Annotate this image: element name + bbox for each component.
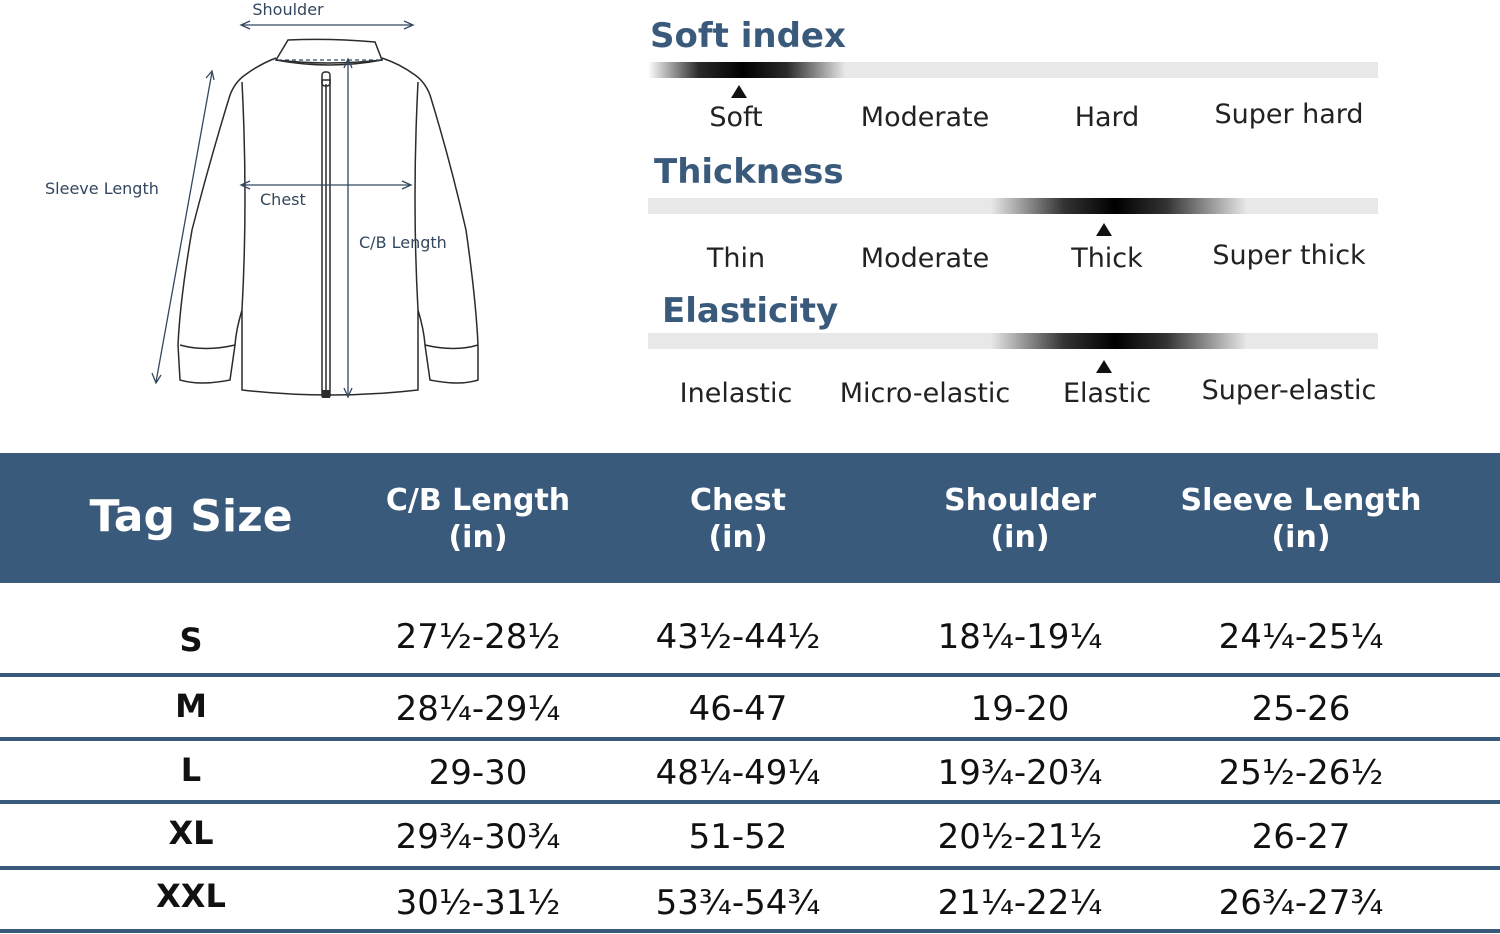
row-divider	[0, 929, 1500, 933]
scale-label: Elastic	[1062, 378, 1152, 409]
scale-label: Super-elastic	[1201, 375, 1377, 406]
thickness-bar	[648, 198, 1378, 214]
scale-label: Moderate	[860, 243, 990, 274]
soft-index-bar	[648, 62, 1378, 78]
header-sleeve-length: Sleeve Length (in)	[1181, 482, 1422, 556]
scale-label: Soft	[709, 102, 763, 133]
size-cell: S	[179, 621, 203, 659]
sleeve-length-cell: 26-27	[1251, 817, 1351, 857]
chest-cell: 53¾-54¾	[655, 883, 821, 923]
header-shoulder: Shoulder (in)	[944, 482, 1096, 556]
header-line: Chest	[690, 483, 786, 518]
soft-index-title: Soft index	[650, 16, 846, 56]
sleeve-length-cell: 24¼-25¼	[1218, 617, 1384, 657]
scale-label: Micro-elastic	[839, 378, 1011, 409]
size-cell: XL	[168, 814, 214, 852]
scale-label: Inelastic	[679, 378, 793, 409]
header-cb-length: C/B Length (in)	[386, 482, 570, 556]
scale-label: Thin	[706, 243, 766, 274]
cb-length-cell: 28¼-29¼	[395, 689, 561, 729]
chest-cell: 51-52	[688, 817, 788, 857]
sleeve-length-label: Sleeve Length	[45, 179, 159, 198]
cb-length-label: C/B Length	[359, 233, 447, 252]
chest-cell: 43½-44½	[655, 617, 821, 657]
header-line: Sleeve Length	[1180, 483, 1422, 518]
header-unit: (in)	[1271, 520, 1331, 555]
shoulder-cell: 20½-21½	[937, 817, 1103, 857]
shoulder-cell: 19¾-20¾	[937, 753, 1103, 793]
elasticity-title: Elasticity	[662, 291, 839, 331]
soft-index-pointer	[731, 85, 747, 98]
row-divider	[0, 673, 1500, 677]
header-chest: Chest (in)	[690, 482, 786, 556]
size-cell: L	[180, 751, 202, 789]
shoulder-cell: 19-20	[970, 689, 1070, 729]
size-cell: XXL	[156, 877, 226, 915]
size-cell: M	[175, 687, 207, 725]
elasticity-bar	[648, 333, 1378, 349]
scale-label: Hard	[1074, 102, 1140, 133]
row-divider	[0, 866, 1500, 870]
shoulder-label: Shoulder	[252, 0, 324, 19]
chest-label: Chest	[260, 190, 306, 209]
thickness-title: Thickness	[654, 152, 844, 192]
thickness-pointer	[1096, 223, 1112, 236]
header-unit: (in)	[448, 520, 508, 555]
shoulder-cell: 21¼-22¼	[937, 883, 1103, 923]
sleeve-length-cell: 25-26	[1251, 689, 1351, 729]
row-divider	[0, 800, 1500, 804]
header-tag-size: Tag Size	[89, 491, 293, 542]
jacket-diagram: Shoulder Sleeve Length Chest C/B Length	[30, 0, 500, 410]
scale-label: Super hard	[1214, 99, 1364, 130]
scale-label: Moderate	[860, 102, 990, 133]
jacket-outline-illustration: Shoulder Sleeve Length Chest C/B Length	[45, 0, 479, 399]
table-header: Tag Size C/B Length (in) Chest (in) Shou…	[0, 453, 1500, 583]
header-line: Shoulder	[944, 483, 1096, 518]
sleeve-length-cell: 26¾-27¾	[1218, 883, 1384, 923]
cb-length-cell: 29-30	[428, 753, 528, 793]
cb-length-cell: 29¾-30¾	[395, 817, 561, 857]
scale-label: Super thick	[1212, 240, 1366, 271]
elasticity-pointer	[1096, 360, 1112, 373]
header-unit: (in)	[708, 520, 768, 555]
cb-length-cell: 27½-28½	[395, 617, 561, 657]
chest-cell: 48¼-49¼	[655, 753, 821, 793]
scale-label: Thick	[1071, 243, 1143, 274]
cb-length-cell: 30½-31½	[395, 883, 561, 923]
header-line: C/B Length	[385, 483, 571, 518]
header-unit: (in)	[990, 520, 1050, 555]
row-divider	[0, 737, 1500, 741]
chest-cell: 46-47	[688, 689, 788, 729]
sleeve-length-cell: 25½-26½	[1218, 753, 1384, 793]
shoulder-cell: 18¼-19¼	[937, 617, 1103, 657]
